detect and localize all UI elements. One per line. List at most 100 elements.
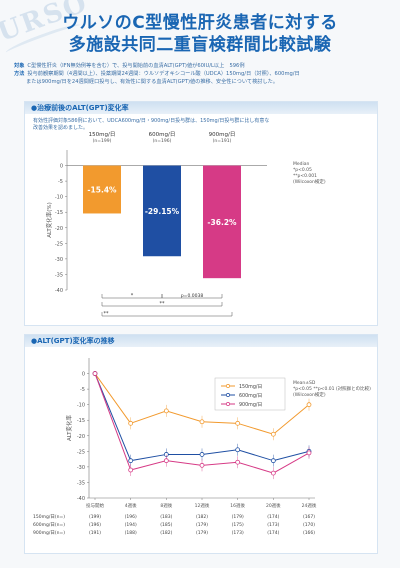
n-table-cell: (170) xyxy=(303,522,315,528)
meta-subject: 対象 C型慢性肝炎（IFN無効例等を含む）で、投与開始前の血清ALT(GPT)値が… xyxy=(14,63,245,69)
n-table-row-label: 600mg/日(n=) xyxy=(33,522,65,528)
legend-note: Mean±SD xyxy=(293,380,316,386)
panel-description: 有効性評価対象586例において、UDCA600mg/日・900mg/日投与群は、… xyxy=(33,118,270,131)
y-tick-label: -10 xyxy=(77,403,85,409)
legend-text: *p<0.05 xyxy=(293,167,312,173)
legend-label: 150mg/日 xyxy=(239,384,262,390)
n-table-cell: (191) xyxy=(89,530,101,536)
y-tick-label: -20 xyxy=(77,434,85,440)
y-tick-label: -10 xyxy=(55,195,63,201)
data-point xyxy=(235,459,241,465)
n-table-cell: (166) xyxy=(303,530,315,536)
n-table-cell: (173) xyxy=(267,522,279,528)
n-table-cell: (174) xyxy=(267,530,279,536)
y-tick-label: -30 xyxy=(77,465,85,471)
x-tick-label: 投与開始 xyxy=(86,502,104,509)
y-tick-label: -15 xyxy=(55,210,63,216)
legend-label: 900mg/日 xyxy=(239,402,262,408)
title-line-1: ウルソのC型慢性肝炎患者に対する xyxy=(62,13,338,33)
data-point xyxy=(163,408,169,414)
value-label: -15.4% xyxy=(87,186,117,195)
y-tick-label: 0 xyxy=(60,164,63,170)
n-table-cell: (196) xyxy=(89,522,101,528)
x-tick-label: 20週後 xyxy=(266,502,281,509)
legend-note: *p<0.05 **p<0.01 (対照群との比較) xyxy=(293,385,371,392)
n-table-cell: (199) xyxy=(89,514,101,520)
legend-marker xyxy=(226,402,230,406)
sig-bracket-4 xyxy=(101,312,233,317)
meta-method-cont: または900mg/日を24週間経口投与し、有効性に関する血清ALT(GPT)値の… xyxy=(26,79,279,85)
n-table-row-label: 150mg/日(n=) xyxy=(33,514,65,520)
n-table-cell: (194) xyxy=(125,522,137,528)
n-table-cell: (179) xyxy=(232,514,244,520)
data-point xyxy=(92,371,98,376)
data-point xyxy=(306,450,312,456)
y-tick-label: -20 xyxy=(55,226,63,232)
n-table-cell: (196) xyxy=(125,514,137,520)
panel-heading-2: ●ALT(GPT)変化率の推移 xyxy=(25,335,377,347)
data-point xyxy=(128,458,134,464)
n-table-cell: (167) xyxy=(303,514,315,520)
value-label: -29.15% xyxy=(145,207,180,216)
title-line-2: 多施設共同二重盲検群間比較試験 xyxy=(68,35,332,55)
alt-trend-panel: ●ALT(GPT)変化率の推移 0 -5 -10 -15 -20 -25 -30 -35 -40… xyxy=(24,334,378,554)
data-point xyxy=(199,462,205,468)
bar-0 xyxy=(83,165,121,214)
n-label: (n=196) xyxy=(153,138,172,144)
x-tick-label: 12週後 xyxy=(195,502,210,509)
y-tick-label: -5 xyxy=(80,387,85,393)
n-table-cell: (185) xyxy=(160,522,172,528)
category-label: 900mg/日 xyxy=(209,131,236,138)
legend-label: 600mg/日 xyxy=(239,393,262,399)
data-point xyxy=(270,470,276,476)
y-tick-label: -40 xyxy=(55,288,63,294)
value-label: -36.2% xyxy=(207,218,237,227)
data-point xyxy=(235,447,241,453)
x-tick-label: 16週後 xyxy=(230,502,245,509)
n-label: (n=199) xyxy=(93,138,112,144)
alt-change-panel: ●治療前後のALT(GPT)変化率 有効性評価対象586例において、UDCA60… xyxy=(24,101,378,326)
n-label: (n=191) xyxy=(213,138,232,144)
category-label: 600mg/日 xyxy=(149,131,176,138)
n-table-cell: (179) xyxy=(196,522,208,528)
data-point xyxy=(199,419,205,425)
n-table-cell: (188) xyxy=(125,530,137,536)
y-axis-label: ALT変化率 xyxy=(65,415,73,441)
data-point xyxy=(199,452,205,457)
legend-marker xyxy=(226,393,230,397)
data-point xyxy=(270,458,276,464)
y-tick-label: -5 xyxy=(58,179,63,185)
sig-label: * xyxy=(131,293,134,299)
n-table-cell: (182) xyxy=(196,514,208,520)
legend-text: **p<0.001 xyxy=(293,173,317,179)
n-table-cell: (182) xyxy=(160,530,172,536)
legend-text: Median xyxy=(293,161,310,167)
n-table-row-label: 900mg/日(n=) xyxy=(33,530,65,536)
y-tick-label: -25 xyxy=(77,449,85,455)
x-tick-label: 4週後 xyxy=(125,502,137,509)
sig-bracket-3 xyxy=(101,302,223,307)
y-tick-label: 0 xyxy=(82,372,85,378)
legend-text: (Wilcoxon検定) xyxy=(293,178,326,185)
y-tick-label: -25 xyxy=(55,241,63,247)
data-point xyxy=(128,467,134,473)
bar-1 xyxy=(143,165,181,257)
n-table-cell: (174) xyxy=(267,514,279,520)
category-label: 150mg/日 xyxy=(89,131,116,138)
y-tick-label: -40 xyxy=(77,496,85,502)
y-tick-label: -35 xyxy=(77,480,85,486)
bar-2 xyxy=(203,165,241,279)
legend-marker xyxy=(226,384,230,388)
sig-label: ** xyxy=(104,311,110,317)
page-title: ウルソのC型慢性肝炎患者に対する 多施設共同二重盲検群間比較試験 xyxy=(0,12,400,56)
legend-note: (Wilcoxon検定) xyxy=(293,391,326,398)
sig-bracket-2 xyxy=(161,294,223,299)
x-tick-label: 24週後 xyxy=(302,502,317,509)
n-table-cell: (175) xyxy=(232,522,244,528)
y-tick-label: -30 xyxy=(55,257,63,263)
n-table-cell: (173) xyxy=(232,530,244,536)
data-point xyxy=(270,431,276,437)
data-point xyxy=(306,402,312,408)
data-point xyxy=(128,420,134,426)
